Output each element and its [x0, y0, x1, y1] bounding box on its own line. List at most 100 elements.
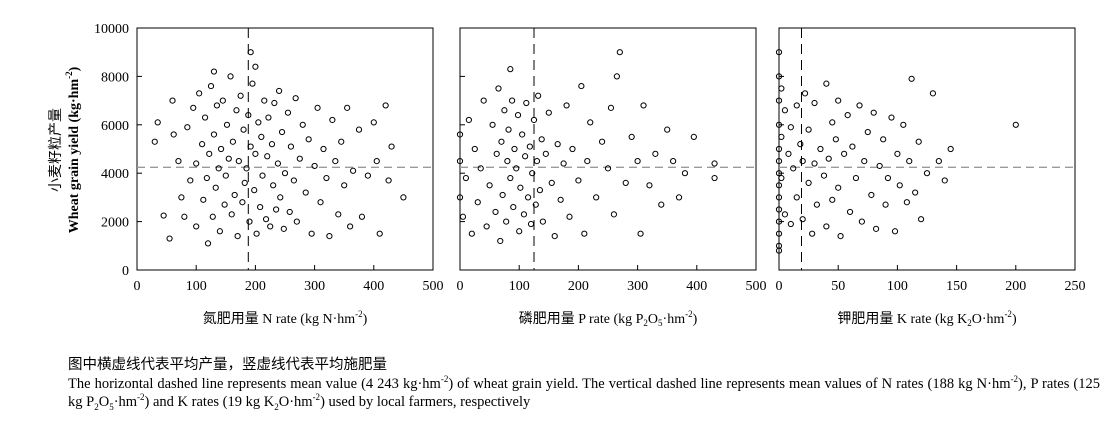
y-tick-label: 0	[122, 264, 129, 279]
data-point	[514, 112, 522, 119]
caption-en-part-2: ) of wheat grain yield. The vertical das…	[448, 376, 1011, 392]
data-point	[258, 133, 265, 140]
data-point	[237, 92, 244, 99]
data-point	[215, 165, 222, 172]
data-point	[219, 97, 226, 104]
data-point	[199, 141, 206, 148]
data-point	[240, 126, 247, 133]
x-tick-label: 400	[363, 279, 384, 294]
data-point	[578, 82, 585, 90]
data-point	[775, 247, 783, 254]
data-point	[290, 177, 297, 184]
panel-n-points	[151, 49, 407, 247]
data-point	[228, 211, 235, 218]
data-point	[498, 138, 505, 145]
y-tick-label: 10000	[94, 22, 129, 37]
data-point	[775, 97, 783, 104]
data-point	[268, 141, 276, 148]
y-tick-label: 6000	[101, 119, 129, 134]
panel-k-xlabel-en: K rate (kg K	[897, 312, 967, 327]
data-point	[711, 174, 718, 182]
data-point	[305, 136, 312, 143]
data-point	[835, 184, 842, 191]
data-point	[170, 131, 177, 138]
data-point	[775, 145, 783, 153]
data-point	[778, 85, 785, 92]
data-point	[587, 119, 594, 126]
data-point	[284, 109, 292, 116]
data-point	[193, 160, 200, 167]
data-point	[166, 235, 173, 242]
data-point	[210, 131, 218, 138]
data-point	[332, 158, 339, 165]
data-point	[610, 211, 618, 218]
panel-p-xlabel-sup: -2	[685, 309, 693, 319]
data-point	[569, 145, 576, 153]
data-point	[912, 189, 919, 196]
data-point	[823, 80, 830, 87]
caption-en-part-3-tail: ·hm	[113, 394, 138, 410]
data-point	[217, 145, 225, 153]
panel-n-ticks: 0 100 200 300 400 500 0 2000 4000 6000 8000 10000	[94, 22, 444, 294]
data-point	[486, 182, 493, 189]
panel-n-xlabel-en: N rate (kg N·hm	[262, 312, 355, 327]
data-point	[505, 126, 512, 133]
data-point	[563, 102, 570, 109]
data-point	[888, 114, 895, 121]
data-point	[203, 174, 210, 182]
data-point	[314, 104, 321, 111]
data-point	[793, 102, 800, 109]
data-point	[809, 230, 816, 237]
data-point	[271, 99, 278, 107]
data-point	[817, 145, 824, 153]
data-point	[813, 201, 820, 208]
caption-en-sup-3: -2	[137, 392, 145, 403]
data-point	[557, 196, 564, 203]
data-point	[882, 201, 889, 208]
data-point	[775, 218, 783, 225]
caption-en-part-4: ) and K rates (19 kg K	[144, 394, 275, 410]
data-point	[459, 213, 467, 220]
data-point	[251, 187, 258, 194]
data-point	[837, 233, 844, 240]
data-point	[281, 170, 289, 177]
data-point	[187, 177, 194, 184]
data-point	[308, 230, 315, 237]
data-point	[775, 73, 783, 80]
data-point	[243, 165, 250, 172]
x-tick-label: 0	[457, 279, 464, 294]
data-point	[223, 121, 231, 128]
data-point	[640, 102, 647, 109]
panel-p-xlabel-sub1: 2	[643, 318, 648, 328]
data-point	[341, 182, 348, 189]
data-point	[894, 150, 901, 157]
data-point	[252, 63, 259, 70]
data-point	[235, 158, 242, 165]
data-point	[474, 199, 481, 206]
data-point	[196, 90, 203, 97]
data-point	[781, 107, 789, 114]
data-point	[799, 158, 806, 165]
data-point	[566, 213, 573, 220]
data-point	[658, 201, 665, 208]
data-point	[456, 194, 464, 201]
data-point	[787, 124, 794, 131]
data-point	[775, 121, 783, 128]
scatter-figure: 小麦籽粒产量 Wheat grain yield (kg·hm-2) 0 100 2…	[48, 22, 1086, 328]
data-point	[664, 126, 671, 133]
data-point	[493, 150, 500, 157]
panel-k-frame	[778, 27, 1076, 271]
data-point	[456, 158, 464, 165]
data-point	[246, 218, 253, 225]
panel-n-xlabel-close: )	[363, 312, 368, 327]
y-axis-label-en: Wheat grain yield (kg·hm	[67, 79, 82, 234]
data-point	[231, 191, 238, 199]
data-point	[184, 124, 191, 131]
data-point	[598, 138, 606, 145]
panel-p-xlabel-sub2: 5	[658, 318, 663, 328]
data-point	[302, 189, 309, 196]
data-point	[530, 116, 538, 124]
data-point	[178, 194, 185, 201]
data-point	[637, 230, 644, 237]
data-point	[287, 143, 295, 150]
